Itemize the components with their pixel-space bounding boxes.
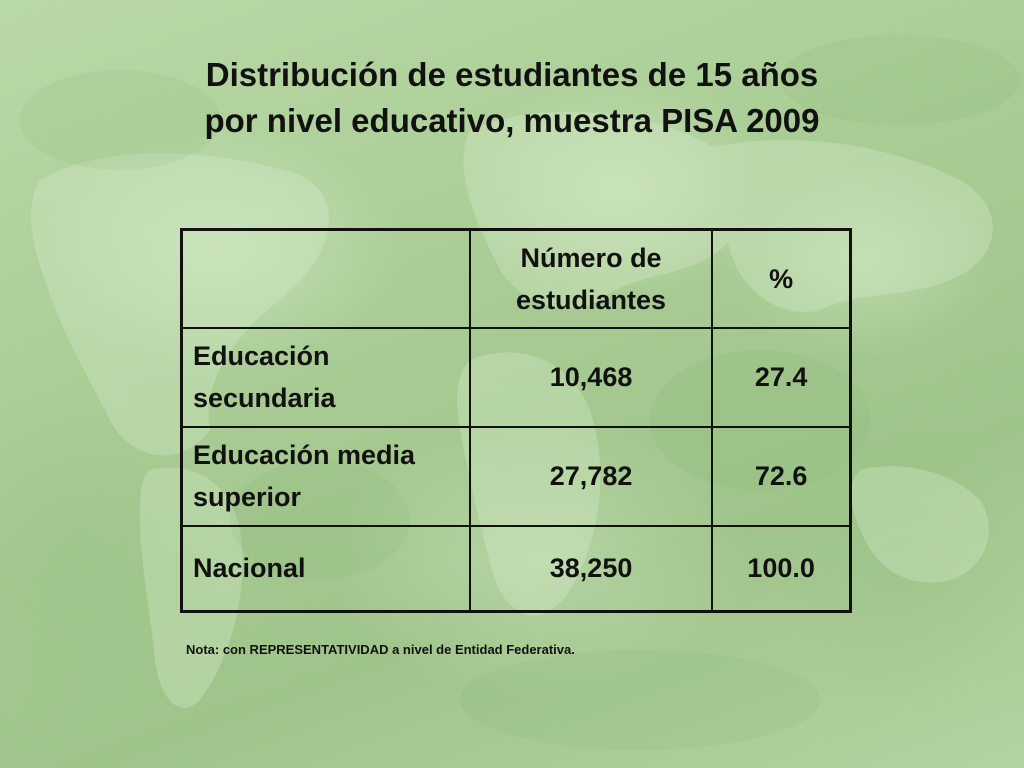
page-title: Distribución de estudiantes de 15 años p… bbox=[112, 52, 912, 144]
title-line-2: por nivel educativo, muestra PISA 2009 bbox=[204, 102, 820, 139]
row-count: 27,782 bbox=[468, 425, 714, 527]
table-row: Educación media superior 27,782 72.6 bbox=[180, 425, 852, 527]
table-row-total: Nacional 38,250 100.0 bbox=[180, 524, 852, 613]
row-count: 38,250 bbox=[468, 524, 714, 613]
header-cell-empty bbox=[180, 228, 471, 329]
footnote: Nota: con REPRESENTATIVIDAD a nivel de E… bbox=[186, 642, 575, 657]
row-label: Nacional bbox=[180, 524, 471, 613]
table-header-row: Número de estudiantes % bbox=[180, 228, 852, 329]
title-line-1: Distribución de estudiantes de 15 años bbox=[205, 56, 819, 93]
row-count: 10,468 bbox=[468, 326, 714, 428]
header-cell-percent: % bbox=[711, 228, 852, 329]
header-cell-count: Número de estudiantes bbox=[468, 228, 714, 329]
row-percent: 27.4 bbox=[711, 326, 852, 428]
row-percent: 72.6 bbox=[711, 425, 852, 527]
row-percent: 100.0 bbox=[711, 524, 852, 613]
data-table: Número de estudiantes % Educación secund… bbox=[180, 228, 852, 613]
row-label: Educación secundaria bbox=[180, 326, 471, 428]
table-row: Educación secundaria 10,468 27.4 bbox=[180, 326, 852, 428]
row-label: Educación media superior bbox=[180, 425, 471, 527]
